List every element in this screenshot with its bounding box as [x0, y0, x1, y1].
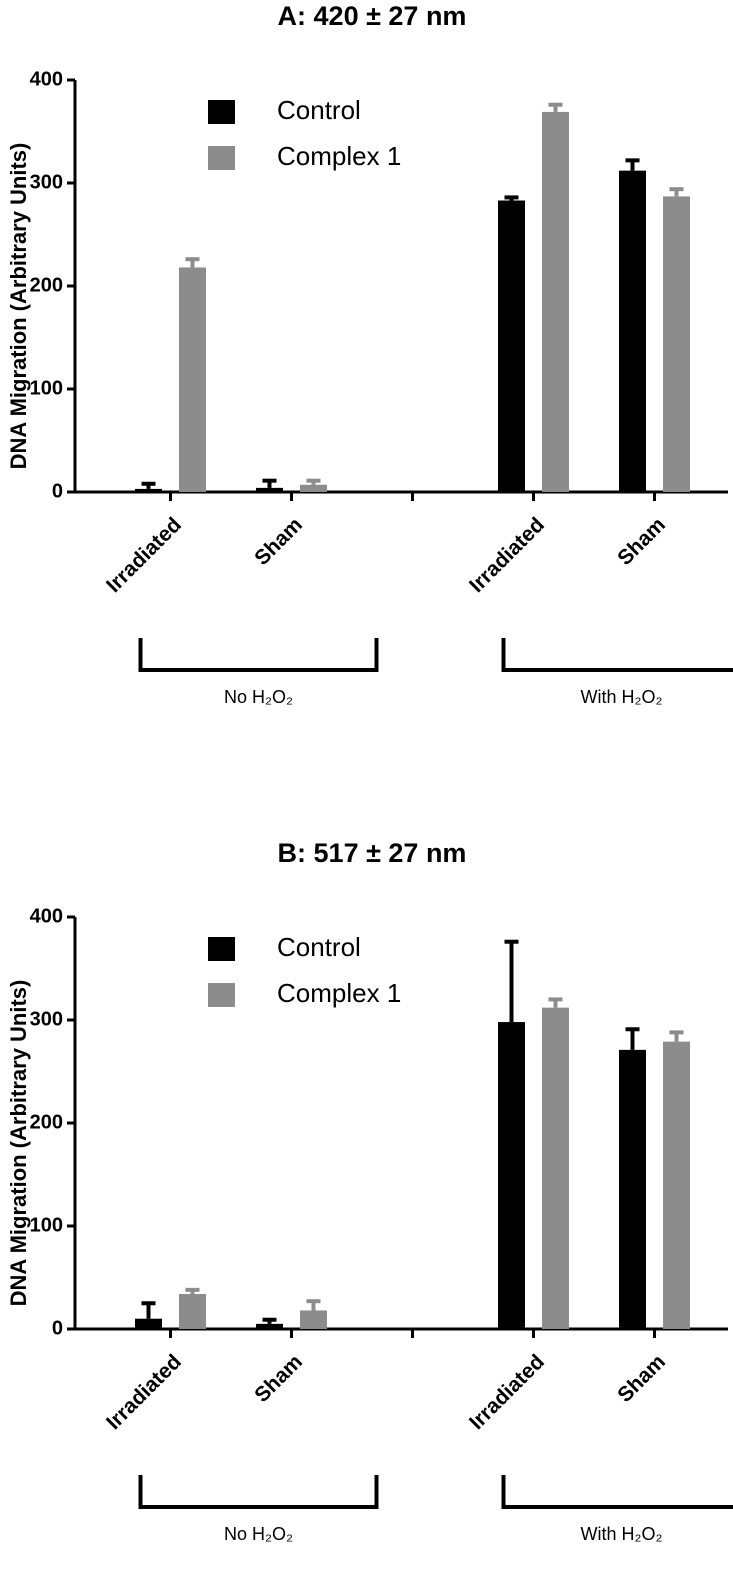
group-bracket	[504, 638, 733, 670]
y-tick-label: 200	[30, 274, 63, 296]
legend-label: Complex 1	[277, 141, 401, 171]
bar	[135, 1319, 162, 1329]
group-bracket	[504, 1475, 733, 1507]
bar	[663, 1042, 690, 1329]
error-bar	[263, 481, 277, 488]
x-tick-label: Irradiated	[465, 1350, 549, 1434]
error-bar	[505, 197, 519, 200]
error-bar	[626, 1029, 640, 1050]
x-tick-label: Irradiated	[102, 1350, 186, 1434]
y-axis-label: DNA Migration (Arbitrary Units)	[6, 980, 31, 1307]
x-tick-label: Irradiated	[102, 513, 186, 597]
x-tick-label: Sham	[250, 513, 307, 570]
legend-label: Control	[277, 95, 361, 125]
y-tick-label: 100	[30, 377, 63, 399]
bar	[179, 267, 206, 492]
error-bar	[142, 1303, 156, 1318]
y-tick-label: 300	[30, 1008, 63, 1030]
x-tick-label: Sham	[613, 1350, 670, 1407]
y-tick-label: 400	[30, 68, 63, 90]
error-bar	[505, 942, 519, 1022]
group-label: No H₂O₂	[224, 687, 293, 707]
bar	[256, 488, 283, 492]
bar	[498, 201, 525, 492]
group-bracket	[141, 638, 377, 670]
group-label: With H₂O₂	[581, 1524, 663, 1544]
error-bar	[626, 160, 640, 170]
bar	[135, 489, 162, 492]
y-tick-label: 0	[52, 480, 63, 502]
x-tick-label: Irradiated	[465, 513, 549, 597]
chart-title: A: 420 ± 27 nm	[278, 1, 467, 31]
bar	[542, 1008, 569, 1329]
error-bar	[142, 484, 156, 489]
bar	[179, 1294, 206, 1329]
chart-title: B: 517 ± 27 nm	[278, 838, 467, 868]
y-tick-label: 300	[30, 171, 63, 193]
bar	[256, 1324, 283, 1329]
error-bar	[307, 1301, 321, 1310]
bar	[619, 1050, 646, 1329]
y-tick-label: 100	[30, 1214, 63, 1236]
x-tick-label: Sham	[250, 1350, 307, 1407]
error-bar	[670, 189, 684, 196]
bar	[498, 1022, 525, 1329]
group-label: With H₂O₂	[581, 687, 663, 707]
legend-label: Complex 1	[277, 978, 401, 1008]
legend-swatch	[208, 146, 235, 170]
error-bar	[186, 1290, 200, 1294]
y-axis-label: DNA Migration (Arbitrary Units)	[6, 143, 31, 470]
legend-swatch	[208, 100, 235, 124]
legend-label: Control	[277, 932, 361, 962]
y-tick-label: 200	[30, 1111, 63, 1133]
bar	[663, 196, 690, 492]
y-tick-label: 400	[30, 905, 63, 927]
legend-swatch	[208, 983, 235, 1007]
error-bar	[307, 481, 321, 485]
bar	[300, 1310, 327, 1329]
bar	[300, 485, 327, 492]
error-bar	[670, 1032, 684, 1041]
error-bar	[186, 259, 200, 267]
group-bracket	[141, 1475, 377, 1507]
bar	[542, 112, 569, 492]
error-bar	[549, 999, 563, 1007]
error-bar	[263, 1320, 277, 1324]
error-bar	[549, 105, 563, 112]
legend-swatch	[208, 937, 235, 961]
y-tick-label: 0	[52, 1317, 63, 1339]
bar	[619, 171, 646, 492]
x-tick-label: Sham	[613, 513, 670, 570]
group-label: No H₂O₂	[224, 1524, 293, 1544]
